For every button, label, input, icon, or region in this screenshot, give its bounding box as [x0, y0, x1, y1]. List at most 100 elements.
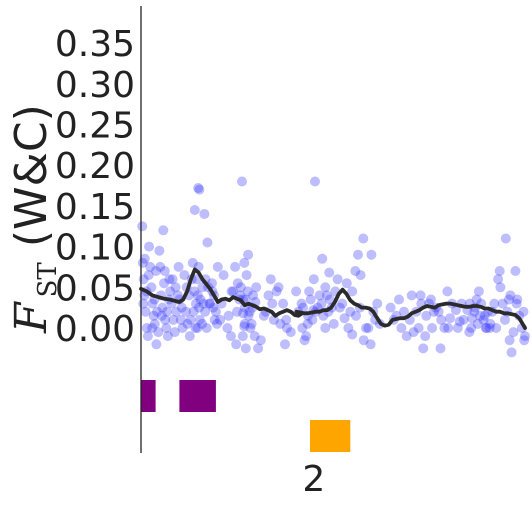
fst-point-182	[363, 323, 374, 333]
fst-point-25	[157, 302, 168, 313]
fst-point-125	[243, 249, 254, 260]
fst-point-249	[520, 331, 530, 342]
fst-point-13	[151, 266, 161, 276]
fst-point-200	[401, 331, 412, 342]
fst-point-9	[146, 282, 157, 293]
fst-point-16	[138, 298, 149, 309]
fst-point-51	[180, 306, 191, 317]
fst-point-0	[137, 221, 148, 232]
fst-point-174	[341, 278, 352, 289]
x-tick-label-0: 2	[302, 459, 325, 500]
fst-point-144	[299, 335, 310, 346]
fst-point-207	[418, 343, 429, 354]
fst-point-80	[204, 298, 215, 309]
y-axis-label: F ST (W&C)	[6, 104, 63, 334]
fst-point-235	[500, 314, 510, 325]
gene-track-purple-1	[179, 380, 216, 412]
fst-point-124	[239, 257, 250, 268]
fst-point-64	[200, 306, 211, 317]
fst-point-210	[425, 294, 436, 305]
fst-point-118	[215, 314, 226, 325]
fst-point-208	[421, 310, 432, 321]
fst-point-123	[242, 286, 253, 297]
fst-point-86	[209, 314, 220, 325]
fst-point-189	[347, 329, 358, 340]
fst-point-46	[167, 274, 178, 285]
svg-text:F ST (W&C): F ST (W&C)	[6, 104, 63, 334]
fst-point-48	[173, 261, 184, 272]
fst-point-138	[280, 339, 290, 350]
fst-point-205	[413, 323, 424, 333]
fst-point-31	[165, 286, 176, 297]
fst-point-199	[399, 306, 409, 317]
fst-point-111	[232, 278, 243, 289]
fst-point-225	[471, 294, 482, 305]
fst-point-219	[450, 305, 461, 316]
fst-point-215	[439, 323, 450, 333]
fst-point-166	[320, 282, 331, 293]
fst-point-19	[143, 270, 154, 281]
fst-point-269	[481, 323, 492, 333]
fst-point-17	[139, 253, 150, 264]
fst-point-274	[253, 343, 264, 354]
fst-point-148	[305, 294, 316, 305]
fst-point-23	[154, 245, 165, 256]
fst-point-74	[194, 314, 205, 325]
fst-point-88	[193, 183, 204, 193]
fst-point-172	[337, 298, 348, 309]
fst-point-273	[285, 327, 296, 338]
fst-point-214	[436, 314, 447, 325]
fst-point-87	[208, 302, 219, 313]
fst-line-segment-0	[139, 267, 305, 318]
fst-line-segment-1	[294, 287, 527, 330]
fst-point-271	[237, 176, 247, 187]
fst-point-36	[162, 306, 173, 317]
fst-point-194	[385, 302, 396, 313]
fst-point-57	[190, 298, 201, 309]
fst-point-251	[464, 327, 475, 338]
fst-point-197	[394, 294, 404, 305]
fst-point-65	[201, 323, 212, 333]
fst-point-262	[427, 323, 438, 333]
fst-point-120	[223, 310, 234, 321]
y-tick-label-0: 0.00	[55, 309, 135, 350]
fst-point-93	[222, 323, 233, 333]
fst-point-159	[324, 294, 335, 305]
fst-point-4	[140, 306, 151, 317]
fst-point-6	[142, 331, 153, 342]
fst-point-91	[212, 318, 222, 329]
fst-point-33	[156, 310, 167, 321]
fst-point-116	[245, 323, 256, 333]
fst-point-89	[194, 184, 205, 195]
gene-track-purple-0	[141, 380, 156, 412]
fst-point-257	[519, 335, 530, 346]
fst-point-252	[472, 318, 483, 329]
y-tick-label-2: 0.10	[55, 228, 135, 269]
fst-point-226	[473, 286, 484, 297]
y-axis-label-suffix: (W&C)	[6, 104, 57, 247]
fst-point-68	[199, 209, 210, 219]
fst-point-8	[145, 261, 156, 272]
gene-track-orange-2	[310, 420, 351, 452]
fst-point-85	[212, 261, 223, 272]
fst-point-14	[152, 306, 163, 317]
fst-point-243	[500, 233, 511, 244]
fst-point-94	[225, 331, 236, 342]
fst-point-60	[195, 294, 206, 305]
fst-point-147	[304, 286, 315, 297]
fst-point-101	[241, 270, 252, 281]
fst-point-121	[226, 286, 237, 297]
fst-point-29	[162, 331, 173, 342]
fst-point-139	[281, 323, 292, 333]
fst-point-224	[469, 306, 480, 317]
fst-point-142	[296, 298, 307, 309]
fst-point-258	[435, 343, 446, 354]
fst-point-149	[307, 314, 318, 325]
fst-point-137	[278, 298, 289, 309]
fst-point-180	[358, 233, 369, 244]
fst-point-153	[314, 290, 325, 301]
fst-point-75	[192, 290, 203, 301]
fst-point-12	[149, 318, 160, 329]
fst-point-110	[230, 261, 241, 272]
fst-point-198	[396, 323, 407, 333]
